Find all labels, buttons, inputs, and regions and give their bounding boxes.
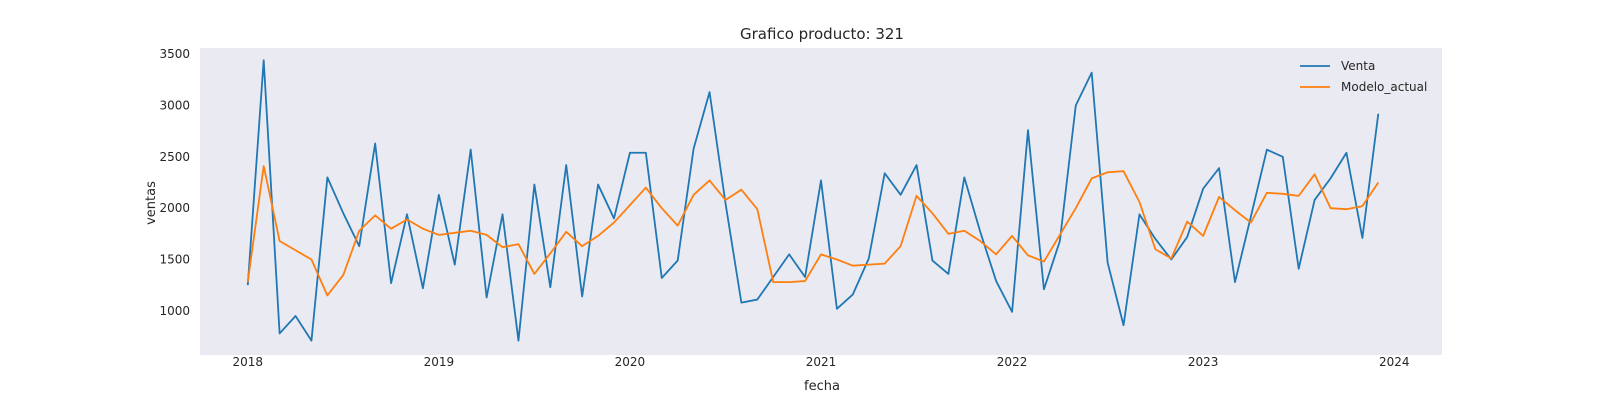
y-tick-label: 3000: [159, 98, 190, 112]
x-tick-label: 2020: [615, 355, 646, 369]
y-tick-label: 2000: [159, 201, 190, 215]
x-tick-label: 2021: [806, 355, 837, 369]
legend-label: Venta: [1341, 59, 1375, 73]
x-tick-label: 2019: [424, 355, 455, 369]
x-axis-ticks: 2018 2019 2020 2021 2022 2023 2024: [232, 355, 1409, 369]
y-axis-ticks: 1000 1500 2000 2500 3000 3500: [159, 47, 190, 318]
chart-title: Grafico producto: 321: [740, 25, 904, 43]
y-tick-label: 3500: [159, 47, 190, 61]
plot-area: [200, 48, 1442, 355]
x-tick-label: 2024: [1379, 355, 1410, 369]
x-axis-label: fecha: [804, 379, 840, 394]
y-tick-label: 1500: [159, 253, 190, 267]
legend: Venta Modelo_actual: [1300, 59, 1427, 94]
series-line-2: [246, 165, 1380, 297]
series-layer: [246, 59, 1380, 342]
x-tick-label: 2022: [997, 355, 1028, 369]
y-axis-label: ventas: [144, 181, 159, 225]
x-tick-label: 2018: [232, 355, 263, 369]
legend-label: Modelo_actual: [1341, 80, 1427, 94]
y-tick-label: 1000: [159, 304, 190, 318]
series-line-1: [246, 59, 1380, 342]
y-tick-label: 2500: [159, 150, 190, 164]
x-tick-label: 2023: [1188, 355, 1219, 369]
